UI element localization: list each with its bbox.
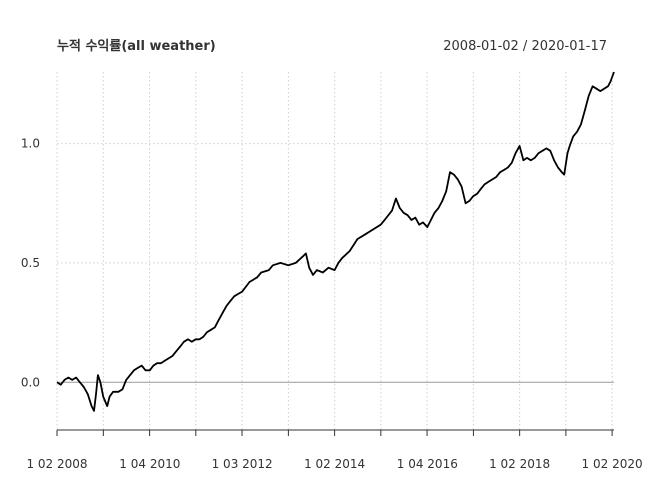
- tick-labels: 0.0 0.5 1.0 1 02 2008 1 04 2010 1 03 2012 1 02…: [21, 137, 643, 471]
- y-tick-label: 0.5: [21, 256, 40, 270]
- y-tick-label: 0.0: [21, 375, 40, 389]
- chart-title: 누적 수익률(all weather): [57, 38, 216, 54]
- grid-lines: [56, 72, 614, 430]
- x-tick-label: 1 04 2010: [119, 457, 180, 471]
- x-tick-label: 1 02 2018: [489, 457, 550, 471]
- series-layer: [56, 71, 615, 412]
- series-line: [56, 71, 615, 412]
- x-tick-label: 1 03 2012: [212, 457, 273, 471]
- x-tick-label: 1 02 2014: [304, 457, 365, 471]
- x-tick-label: 1 04 2016: [397, 457, 458, 471]
- x-tick-label: 1 02 2020: [582, 457, 643, 471]
- y-tick-label: 1.0: [21, 137, 40, 151]
- x-tick-label: 1 02 2008: [26, 457, 87, 471]
- date-range-label: 2008-01-02 / 2020-01-17: [443, 39, 607, 54]
- axes: [56, 429, 614, 436]
